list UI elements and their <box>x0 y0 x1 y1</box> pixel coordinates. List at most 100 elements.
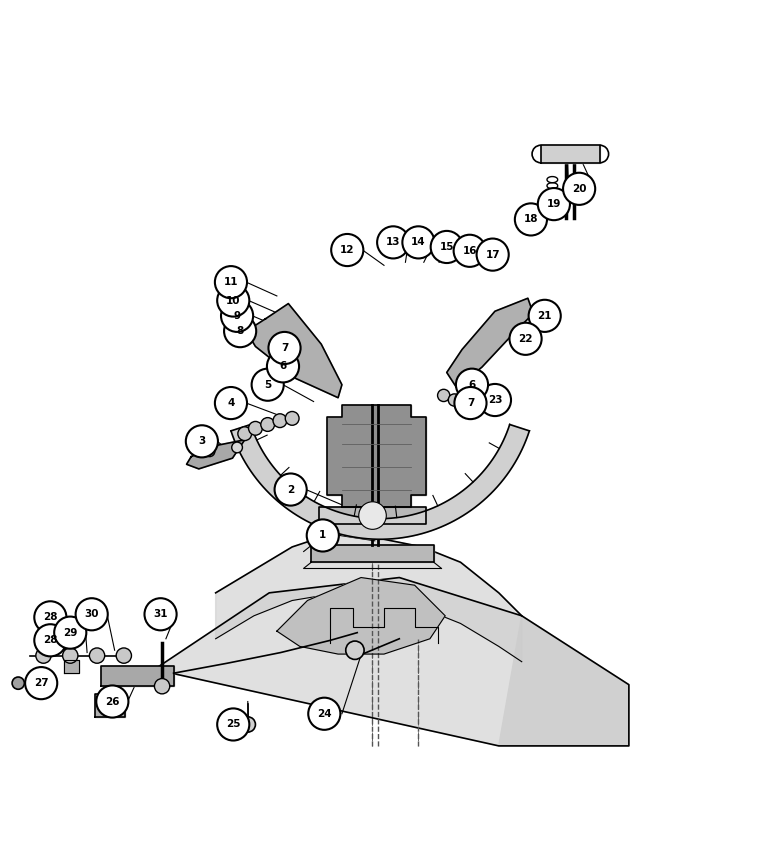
Circle shape <box>144 599 177 630</box>
Circle shape <box>96 685 128 717</box>
Text: 21: 21 <box>538 311 552 321</box>
Circle shape <box>249 421 263 436</box>
Polygon shape <box>498 616 629 746</box>
Circle shape <box>261 418 275 431</box>
Polygon shape <box>311 545 434 562</box>
Circle shape <box>402 227 435 258</box>
Circle shape <box>215 387 247 419</box>
Circle shape <box>346 641 364 660</box>
Circle shape <box>515 204 547 235</box>
Text: 24: 24 <box>317 709 332 719</box>
Circle shape <box>89 648 104 663</box>
Polygon shape <box>216 531 521 661</box>
Circle shape <box>63 648 78 663</box>
Text: 31: 31 <box>154 610 167 619</box>
Circle shape <box>55 616 86 649</box>
Circle shape <box>221 300 253 332</box>
Circle shape <box>538 188 570 220</box>
Polygon shape <box>187 440 245 469</box>
Text: 26: 26 <box>105 696 120 706</box>
Circle shape <box>12 677 25 689</box>
Circle shape <box>252 368 283 401</box>
Circle shape <box>477 239 508 271</box>
Circle shape <box>479 384 511 416</box>
Circle shape <box>308 698 340 730</box>
Circle shape <box>456 368 488 401</box>
Polygon shape <box>247 304 342 397</box>
Text: 19: 19 <box>547 200 561 209</box>
Polygon shape <box>319 507 426 524</box>
Text: 18: 18 <box>524 215 538 224</box>
Circle shape <box>273 413 286 428</box>
Circle shape <box>275 474 306 506</box>
Circle shape <box>359 502 386 529</box>
Polygon shape <box>231 424 529 539</box>
Circle shape <box>455 387 487 419</box>
Text: 30: 30 <box>84 610 99 619</box>
Circle shape <box>224 315 257 347</box>
Circle shape <box>103 699 117 712</box>
Circle shape <box>285 412 299 425</box>
Circle shape <box>306 520 339 552</box>
Text: 6: 6 <box>280 362 286 371</box>
Text: 8: 8 <box>237 326 243 336</box>
Text: 6: 6 <box>468 380 475 390</box>
Text: 14: 14 <box>411 238 425 247</box>
Circle shape <box>240 717 256 732</box>
Circle shape <box>269 332 300 364</box>
Circle shape <box>154 678 170 694</box>
Polygon shape <box>65 661 79 673</box>
Circle shape <box>232 442 243 453</box>
Text: 16: 16 <box>462 246 477 256</box>
Polygon shape <box>541 145 600 163</box>
Text: 3: 3 <box>198 436 206 447</box>
Circle shape <box>36 679 44 687</box>
Circle shape <box>25 667 58 700</box>
Polygon shape <box>326 405 426 507</box>
Circle shape <box>528 300 561 332</box>
Text: 9: 9 <box>233 311 240 321</box>
Circle shape <box>36 648 51 663</box>
Polygon shape <box>447 298 533 388</box>
Text: 20: 20 <box>572 184 587 194</box>
Polygon shape <box>101 666 174 686</box>
Polygon shape <box>277 577 445 654</box>
Circle shape <box>331 234 363 266</box>
Circle shape <box>267 351 299 382</box>
Circle shape <box>215 266 247 298</box>
Circle shape <box>509 323 541 355</box>
Polygon shape <box>154 577 629 746</box>
Text: 23: 23 <box>488 395 502 405</box>
Text: 17: 17 <box>485 250 500 260</box>
Text: 5: 5 <box>264 380 271 390</box>
Text: 11: 11 <box>223 277 238 287</box>
Circle shape <box>116 648 131 663</box>
Text: 13: 13 <box>386 238 400 247</box>
Circle shape <box>431 231 463 263</box>
Circle shape <box>35 624 67 656</box>
Text: 28: 28 <box>43 612 58 622</box>
Circle shape <box>563 172 595 205</box>
Text: 10: 10 <box>226 295 240 306</box>
Circle shape <box>217 284 250 317</box>
Text: 7: 7 <box>467 398 474 408</box>
Circle shape <box>204 446 215 457</box>
Circle shape <box>238 427 252 441</box>
Polygon shape <box>94 694 125 717</box>
Text: 12: 12 <box>340 245 355 255</box>
Text: 2: 2 <box>287 485 294 495</box>
Text: 4: 4 <box>227 398 235 408</box>
Text: 7: 7 <box>281 343 288 353</box>
Circle shape <box>377 227 409 258</box>
Circle shape <box>454 234 486 267</box>
Circle shape <box>449 394 461 406</box>
Text: 25: 25 <box>226 719 240 729</box>
Text: 1: 1 <box>319 531 326 541</box>
Circle shape <box>438 390 450 402</box>
Circle shape <box>75 599 108 630</box>
Text: 27: 27 <box>34 678 48 689</box>
Text: 15: 15 <box>439 242 454 252</box>
Text: 28: 28 <box>43 635 58 645</box>
Circle shape <box>461 397 473 409</box>
Circle shape <box>186 425 218 458</box>
